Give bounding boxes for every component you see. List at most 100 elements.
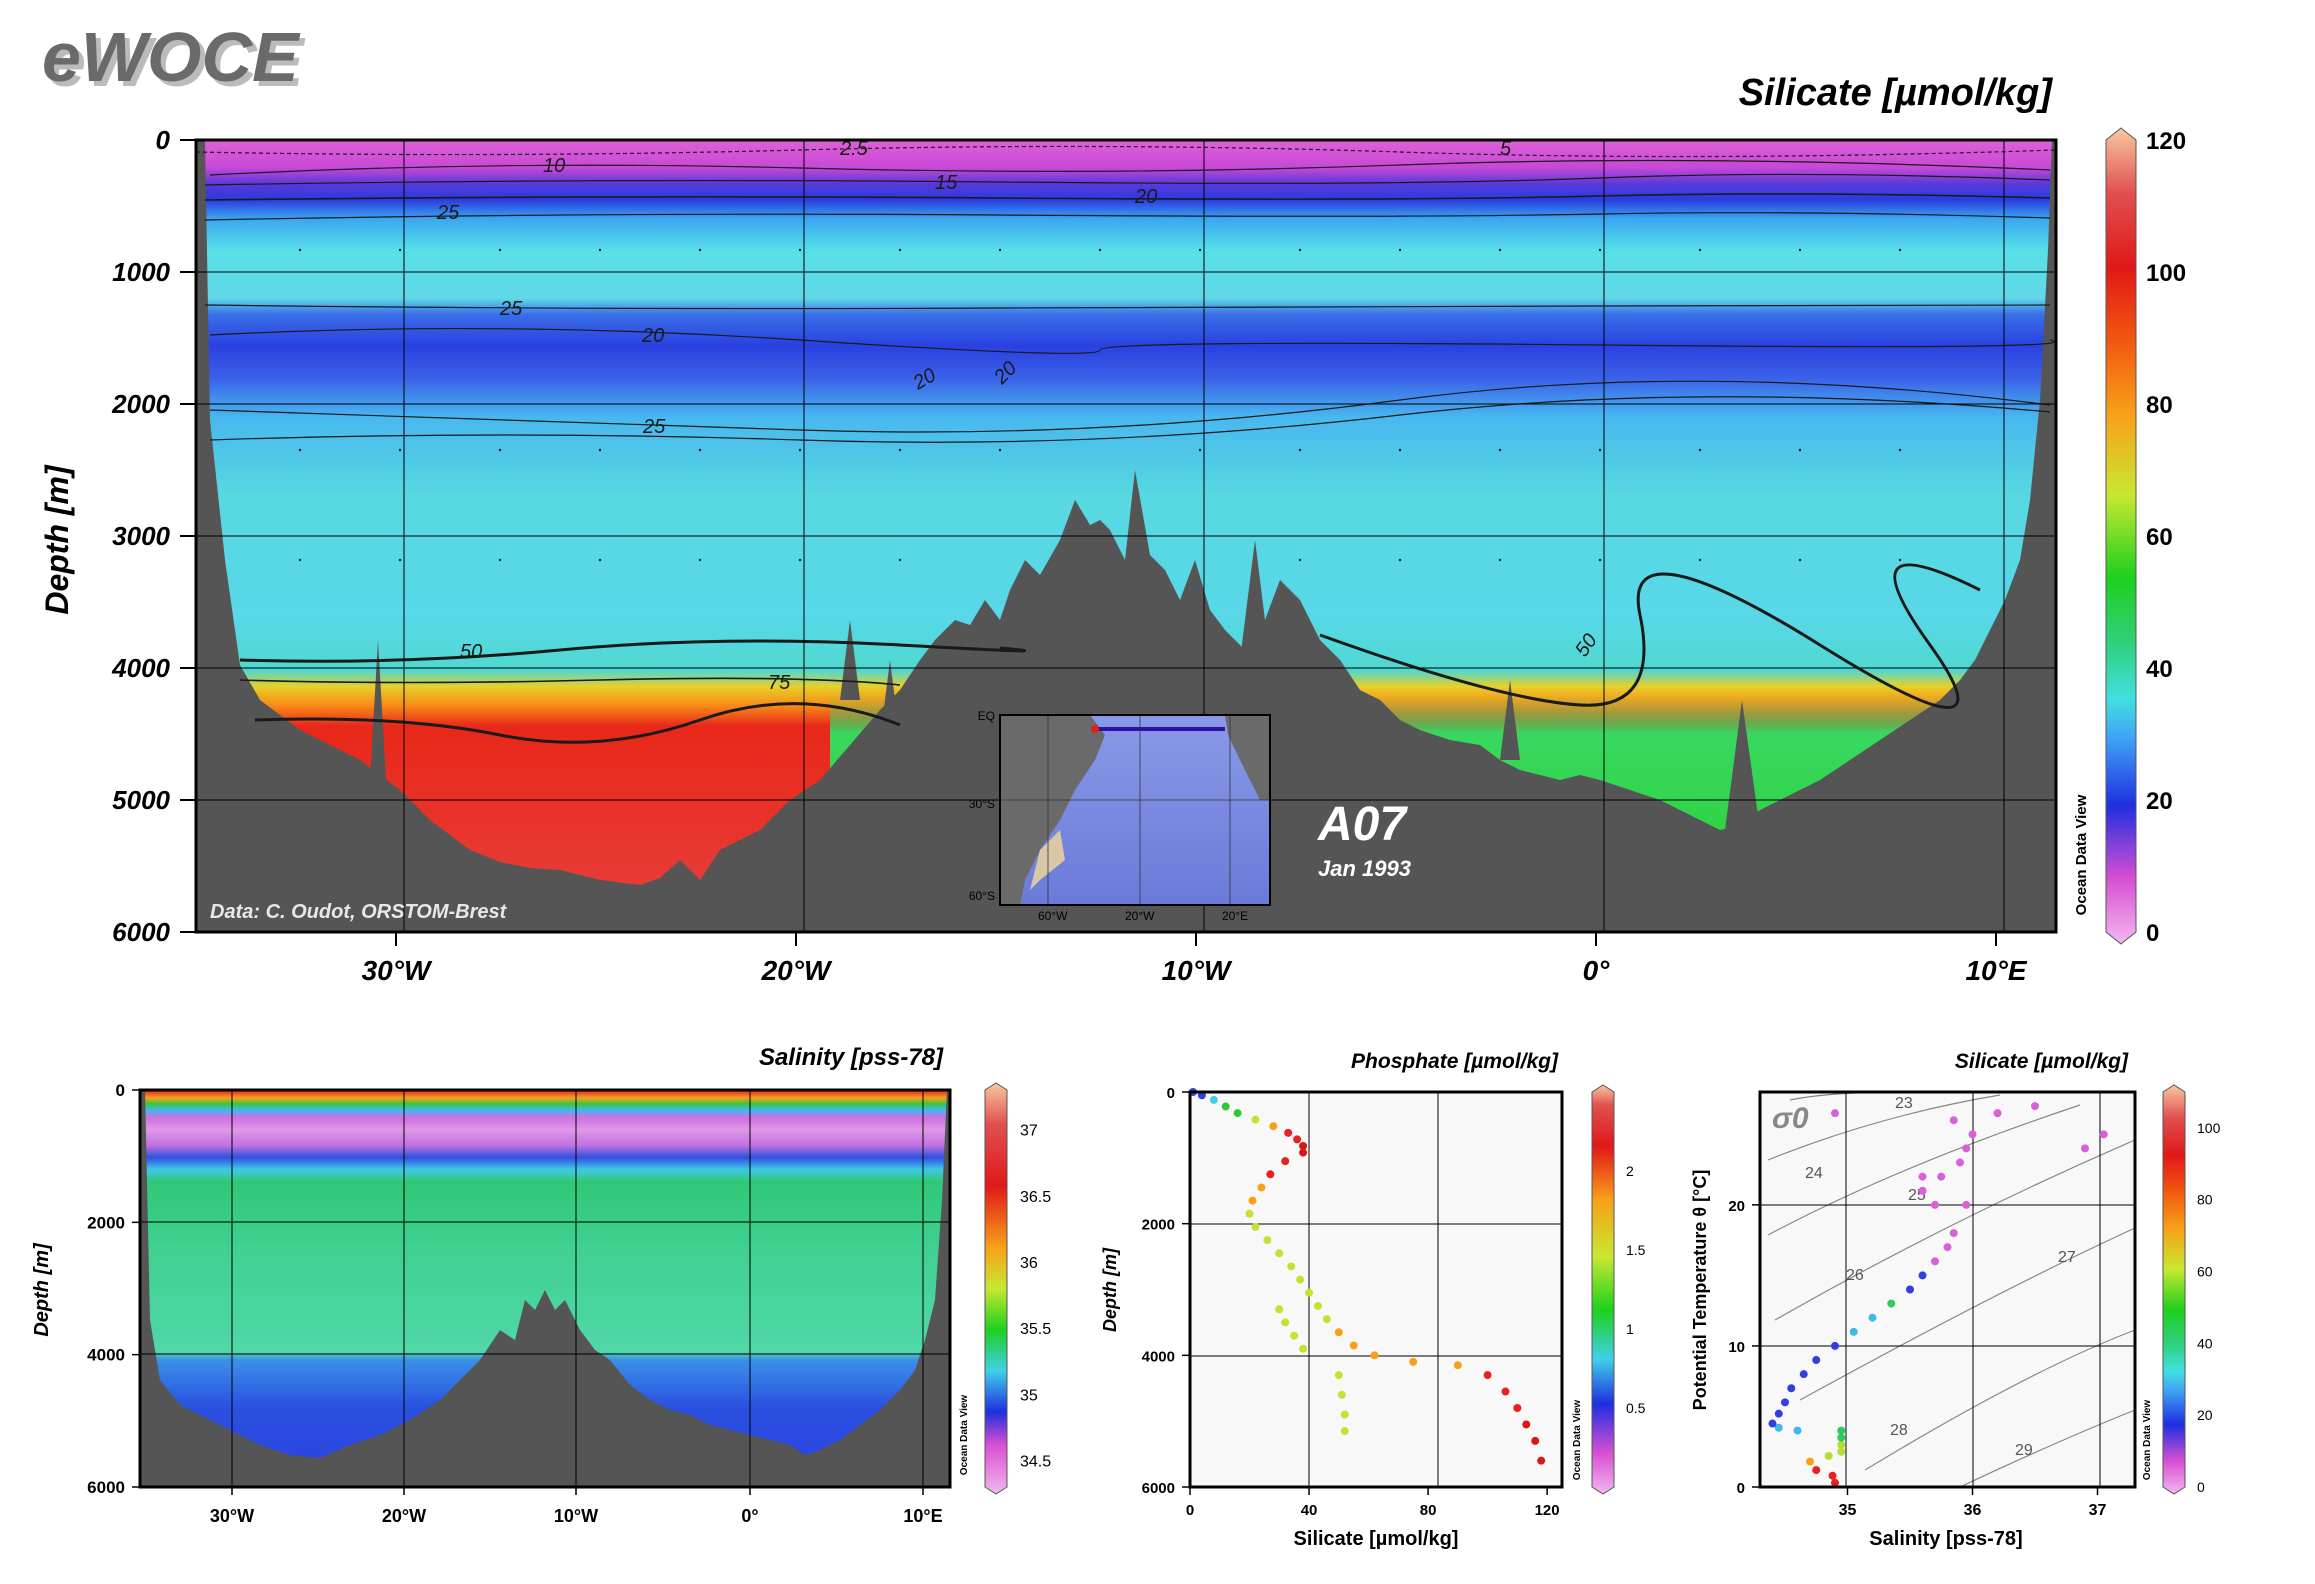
contour-label: 20 (641, 325, 664, 347)
ts-x-label: Salinity [pss-78] (1869, 1528, 2022, 1550)
y-tick-label: 4000 (1142, 1348, 1175, 1365)
phosphate-data-point (1245, 1209, 1254, 1218)
inset-transect-start (1091, 725, 1099, 733)
contour-10 (209, 159, 2051, 176)
ts-data-point (1918, 1271, 1927, 1280)
ts-title: Silicate [µmol/kg] (1955, 1050, 2129, 1073)
phosphate-data-point (1221, 1102, 1230, 1111)
ts-data-point (1812, 1356, 1821, 1365)
phosphate-data-point (1349, 1341, 1358, 1350)
y-tick-label: 0 (156, 125, 171, 155)
main-x-ticks: 30°W 20°W 10°W 0° 10°E (362, 932, 2028, 986)
colorbar-tick-label: 37 (1020, 1123, 1038, 1140)
ts-data-point (1937, 1172, 1946, 1181)
ts-plot-area (1760, 1092, 2135, 1487)
colorbar-tick-label: 0 (2197, 1479, 2205, 1495)
salinity-odv-label: Ocean Data View (959, 1395, 970, 1476)
contour-label: 25 (642, 416, 666, 438)
ts-plot-frame (1758, 1090, 2137, 1489)
salinity-colorbar-ticks: 34.5 35 35.5 36 36.5 37 (1020, 1123, 1051, 1471)
colorbar-tick-label: 120 (2146, 128, 2186, 155)
ts-data-point (1849, 1327, 1858, 1336)
ts-data-point (1793, 1426, 1802, 1435)
y-tick-label: 6000 (1142, 1480, 1175, 1497)
isopycnal-label: 27 (2058, 1249, 2076, 1266)
contour-20-mid (209, 327, 2056, 354)
phosphate-data-point (1281, 1318, 1290, 1327)
x-tick-label: 30°W (362, 955, 433, 986)
contour-75-deep (254, 702, 901, 744)
isopycnal-label: 24 (1805, 1165, 1823, 1182)
salinity-colorbar-bar (984, 1082, 1008, 1495)
phosphate-x-label: Silicate [µmol/kg] (1294, 1528, 1459, 1550)
contour-label: 25 (499, 298, 523, 320)
contour-20-deep (209, 380, 2051, 433)
ts-data-point (1837, 1426, 1846, 1435)
ts-data-point (1906, 1285, 1914, 1294)
phosphate-data-point (1453, 1361, 1462, 1370)
phosphate-data-point (1501, 1387, 1510, 1396)
colorbar-tick-label: 2 (1626, 1163, 1634, 1179)
salinity-grid (140, 1090, 950, 1487)
phosphate-data-point (1513, 1404, 1522, 1412)
isopycnal-label: 29 (2015, 1442, 2033, 1459)
main-station-dots (298, 248, 1902, 562)
main-silicate-section: Silicate [µmol/kg] (39, 72, 2186, 986)
contour-label: 50 (460, 641, 482, 663)
ts-isopycnals (1767, 1091, 2136, 1488)
main-colorbar: 0 20 40 60 80 100 120 Ocean Data View (2073, 127, 2186, 947)
phosphate-data-point (1284, 1128, 1293, 1137)
phosphate-plot: Phosphate [µmol/kg] Depth [m] Silicate [… (1100, 1050, 1646, 1550)
main-title: Silicate [µmol/kg] (1739, 72, 2054, 114)
ts-data-point (1949, 1116, 1958, 1125)
ts-data-point (1812, 1466, 1821, 1475)
phosphate-data-point (1537, 1456, 1546, 1465)
y-tick-label: 5000 (112, 785, 170, 815)
x-tick-label: 10°W (554, 1506, 598, 1526)
x-tick-label: 80 (1420, 1502, 1437, 1519)
y-tick-label: 4000 (87, 1346, 125, 1365)
ts-data-point (1828, 1471, 1837, 1480)
colorbar-tick-label: 80 (2146, 392, 2173, 419)
x-tick-label: 20°W (761, 955, 833, 986)
ts-data-point (1806, 1457, 1814, 1466)
contour-label: 25 (436, 202, 460, 224)
x-tick-label: 10°E (903, 1506, 942, 1526)
phosphate-data-point (1266, 1170, 1275, 1179)
ts-odv-label: Ocean Data View (2142, 1400, 2153, 1481)
contour-25-deep (209, 396, 2051, 443)
colorbar-tick-label: 60 (2197, 1264, 2213, 1280)
colorbar-tick-label: 1 (1626, 1321, 1634, 1337)
salinity-x-ticks: 30°W 20°W 10°W 0° 10°E (210, 1487, 943, 1526)
ewoce-logo: eWOCE (42, 18, 301, 96)
y-tick-label: 10 (1728, 1339, 1745, 1356)
y-tick-label: 1000 (112, 257, 170, 287)
ts-data-point (1918, 1172, 1927, 1181)
phosphate-data-point (1340, 1410, 1349, 1419)
x-tick-label: 36 (1964, 1502, 1982, 1519)
isopycnal-label: 28 (1890, 1422, 1908, 1439)
phosphate-data-point (1313, 1301, 1322, 1310)
ts-data-point (1956, 1158, 1964, 1167)
ts-data-point (1837, 1440, 1846, 1449)
phosphate-data-point (1522, 1420, 1531, 1429)
phosphate-data-point (1322, 1315, 1331, 1324)
contour-15 (204, 173, 2051, 186)
colorbar-tick-label: 1.5 (1626, 1242, 1646, 1258)
ts-data-point (1918, 1186, 1927, 1195)
ts-data-point (1787, 1384, 1796, 1393)
main-contours (196, 145, 2056, 744)
inset-africa (1225, 715, 1270, 800)
salinity-y-label: Depth [m] (31, 1242, 53, 1337)
sigma-label: σ0 (1772, 1102, 1809, 1135)
phosphate-colorbar-bar (1591, 1084, 1615, 1495)
x-tick-label: 37 (2089, 1502, 2107, 1519)
colorbar-tick-label: 36 (1020, 1255, 1038, 1272)
data-credit: Data: C. Oudot, ORSTOM-Brest (210, 901, 508, 923)
y-tick-label: 0 (116, 1081, 125, 1100)
ts-points (1768, 1102, 2108, 1487)
phosphate-data-point (1275, 1249, 1284, 1258)
inset-south-america (1000, 715, 1105, 905)
ts-data-point (1799, 1370, 1808, 1379)
phosphate-points (1188, 1088, 1546, 1465)
